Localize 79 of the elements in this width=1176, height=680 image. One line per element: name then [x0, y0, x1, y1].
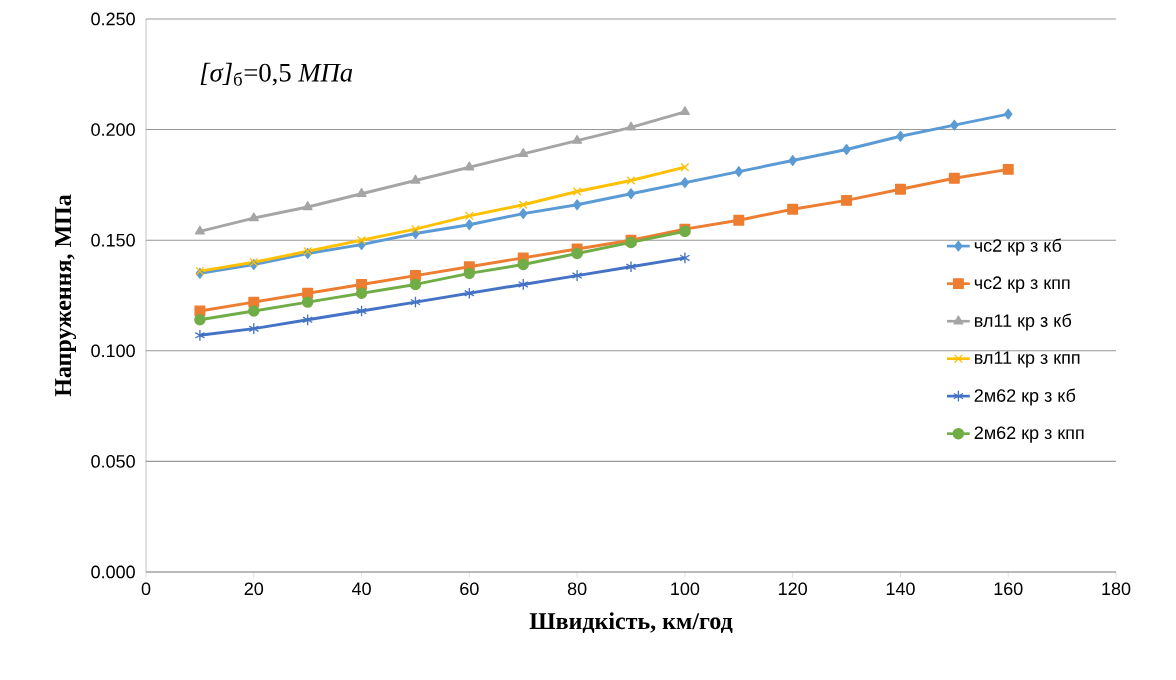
- point: [465, 219, 474, 231]
- point: [518, 148, 529, 158]
- point: [194, 329, 206, 342]
- point: [625, 121, 637, 131]
- y-tick-label: 0.150: [91, 233, 135, 247]
- point: [626, 188, 636, 200]
- point: [1002, 163, 1014, 175]
- point: [571, 247, 583, 260]
- point: [626, 176, 636, 185]
- point: [841, 194, 853, 206]
- x-tick-label: 100: [671, 582, 700, 596]
- point: [572, 199, 582, 211]
- point: [302, 201, 313, 211]
- point: [248, 212, 259, 222]
- legend-label: вл11 кр з кб: [975, 313, 1072, 331]
- y-tick-label: 0.200: [91, 123, 135, 136]
- point: [572, 134, 583, 144]
- point: [301, 296, 314, 308]
- point: [518, 200, 528, 210]
- point: [788, 155, 797, 167]
- point: [517, 258, 529, 271]
- legend-label: вл11 кр з кпп: [975, 351, 1080, 368]
- point: [894, 183, 906, 195]
- point: [410, 174, 421, 184]
- point: [464, 287, 475, 300]
- legend-label: 2м62 кр з кб: [974, 388, 1076, 406]
- point: [896, 130, 905, 142]
- y-axis-title: Напруження, МПа: [55, 194, 77, 397]
- point: [680, 177, 690, 189]
- point: [625, 260, 637, 273]
- point: [948, 172, 960, 184]
- point: [733, 214, 745, 226]
- y-tick-label: 0.000: [91, 565, 135, 579]
- point: [571, 269, 583, 282]
- x-tick-label: 160: [994, 582, 1023, 596]
- point: [787, 203, 799, 215]
- point: [464, 161, 475, 171]
- x-tick-label: 180: [1102, 582, 1131, 596]
- x-tick-label: 40: [351, 582, 371, 596]
- y-tick-label: 0.250: [91, 12, 135, 26]
- point: [411, 224, 420, 234]
- annotation: [σ]$_{б}$=0,5 МПа: [200, 62, 353, 86]
- point: [248, 305, 260, 317]
- x-tick-label: 20: [244, 582, 264, 596]
- point: [1003, 108, 1013, 120]
- x-tick-label: 0: [141, 582, 151, 596]
- point: [409, 278, 422, 291]
- point: [517, 278, 529, 291]
- point: [950, 119, 959, 131]
- point: [679, 251, 691, 264]
- x-tick-label: 80: [567, 582, 587, 596]
- y-tick-label: 0.100: [91, 344, 135, 358]
- x-tick-label: 120: [779, 582, 807, 596]
- point: [464, 211, 474, 221]
- point: [194, 225, 205, 235]
- point: [356, 304, 367, 317]
- point: [410, 296, 421, 309]
- point: [248, 322, 260, 335]
- point: [680, 162, 690, 172]
- point: [356, 188, 367, 197]
- legend-label: чс2 кр з кпп: [974, 276, 1070, 293]
- legend-label: 2м62 кр з кпп: [974, 426, 1084, 443]
- x-axis-title: Швидкість, км/год: [529, 612, 733, 634]
- point: [194, 314, 206, 326]
- point: [355, 287, 368, 300]
- point: [356, 278, 368, 290]
- x-tick-label: 60: [460, 582, 479, 596]
- point: [518, 208, 528, 220]
- point: [357, 235, 366, 245]
- x-tick-label: 140: [886, 582, 915, 596]
- point: [679, 106, 690, 116]
- point: [734, 166, 744, 178]
- y-tick-label: 0.050: [91, 455, 135, 468]
- point: [409, 270, 421, 282]
- legend-label: чс2 кр з кб: [974, 238, 1062, 256]
- point: [842, 144, 851, 155]
- point: [463, 267, 476, 280]
- point: [302, 313, 313, 326]
- point: [572, 187, 582, 196]
